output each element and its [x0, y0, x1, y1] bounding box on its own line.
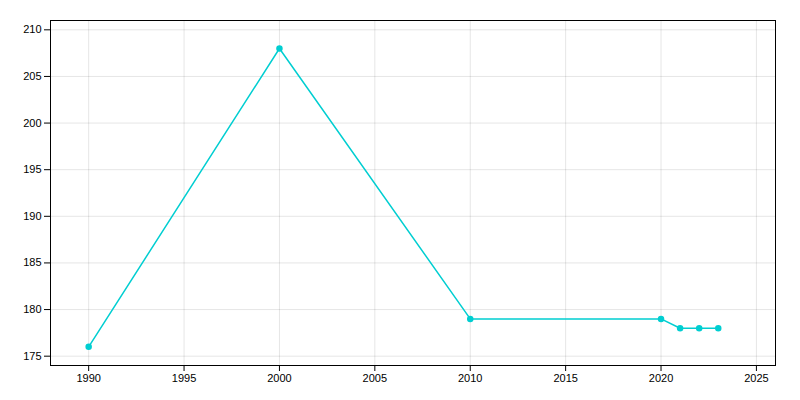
svg-text:175: 175 [23, 350, 41, 362]
svg-text:2025: 2025 [744, 372, 768, 384]
svg-text:210: 210 [23, 23, 41, 35]
svg-text:2005: 2005 [363, 372, 387, 384]
svg-text:2010: 2010 [458, 372, 482, 384]
svg-text:1990: 1990 [76, 372, 100, 384]
svg-text:205: 205 [23, 70, 41, 82]
svg-text:200: 200 [23, 117, 41, 129]
svg-text:190: 190 [23, 210, 41, 222]
svg-text:195: 195 [23, 163, 41, 175]
svg-text:1995: 1995 [172, 372, 196, 384]
svg-text:185: 185 [23, 256, 41, 268]
svg-text:180: 180 [23, 303, 41, 315]
svg-text:2000: 2000 [267, 372, 291, 384]
svg-text:2015: 2015 [553, 372, 577, 384]
svg-text:2020: 2020 [649, 372, 673, 384]
